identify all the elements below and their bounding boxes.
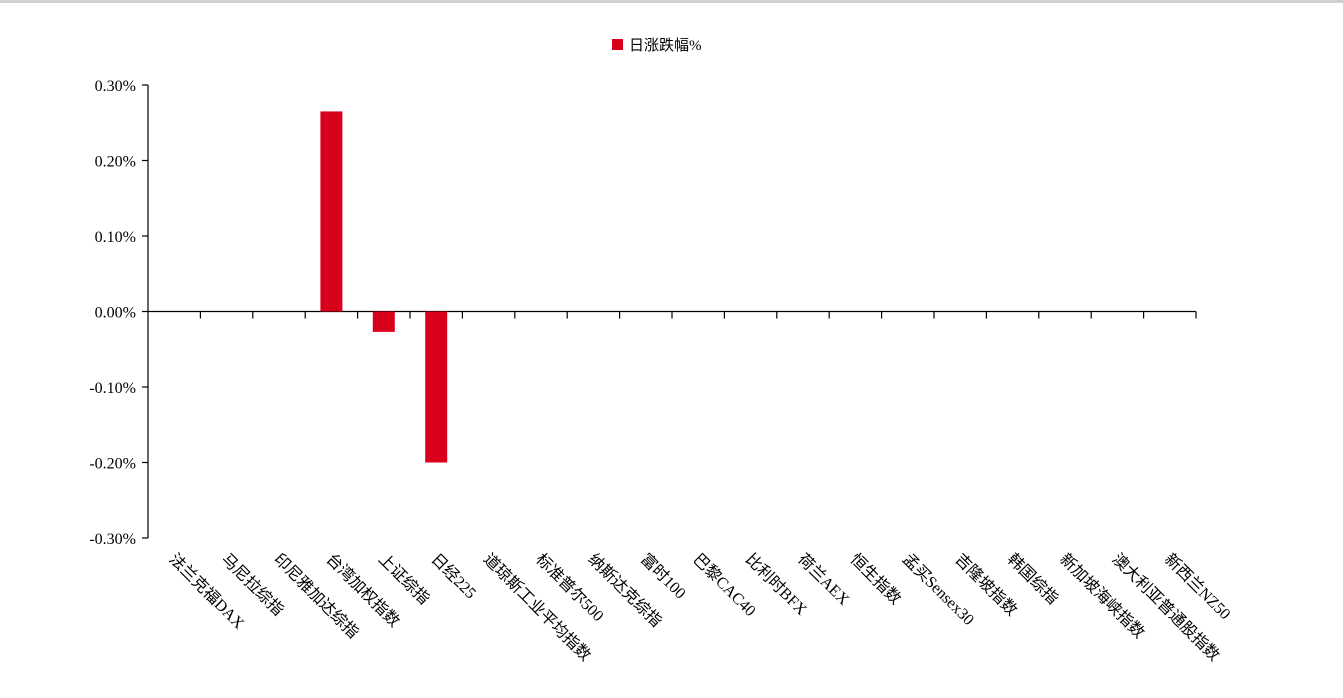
bar bbox=[320, 111, 343, 312]
y-tick-label: -0.10% bbox=[89, 380, 136, 397]
x-tick-label: 日经225 bbox=[427, 550, 479, 602]
y-tick-label: -0.30% bbox=[89, 531, 136, 548]
bar bbox=[425, 311, 448, 463]
y-tick-label: 0.10% bbox=[95, 229, 136, 246]
y-tick-label: 0.20% bbox=[95, 154, 136, 171]
bar bbox=[372, 311, 395, 332]
y-tick-label: 0.00% bbox=[95, 305, 136, 322]
legend-swatch bbox=[612, 39, 623, 50]
y-tick-label: 0.30% bbox=[95, 78, 136, 95]
legend-label: 日涨跌幅% bbox=[629, 38, 702, 54]
legend: 日涨跌幅% bbox=[612, 34, 702, 55]
x-tick-label: 富时100 bbox=[637, 550, 689, 602]
x-tick-label: 恒生指数 bbox=[847, 550, 905, 608]
top-border bbox=[0, 0, 1343, 3]
y-tick-label: -0.20% bbox=[89, 456, 136, 473]
